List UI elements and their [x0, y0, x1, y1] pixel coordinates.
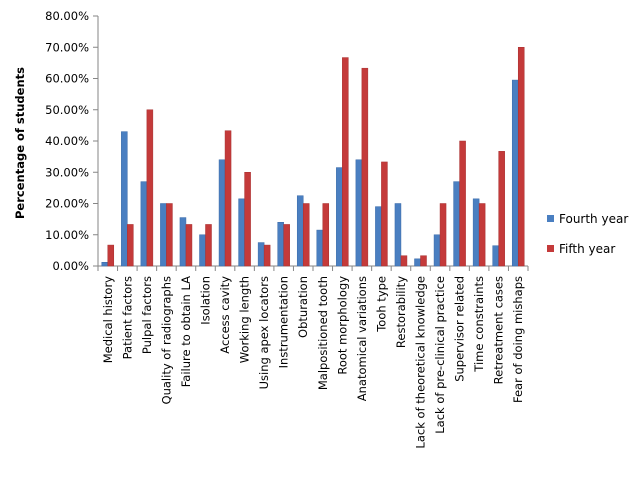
bar-fourth-year: [472, 198, 480, 267]
y-tick-label: 80.00%: [45, 9, 89, 23]
bar-fourth-year: [394, 203, 402, 267]
bar-fourth-year: [296, 195, 304, 267]
y-tick-label: 40.00%: [45, 134, 89, 148]
bar-fifth-year: [400, 255, 408, 267]
bar-fourth-year: [160, 203, 167, 267]
y-tick-label: 60.00%: [45, 72, 89, 86]
x-tick-label: Restorability: [394, 276, 408, 348]
x-tick-label: Failure to obtain LA: [179, 276, 193, 387]
x-tick-label: Fear of doing mishaps: [511, 276, 525, 403]
x-tick-label: Tooh type: [374, 276, 388, 333]
bar-fourth-year: [179, 217, 187, 267]
bar-fourth-year: [355, 159, 363, 267]
x-tick-label: Obturation: [296, 276, 310, 338]
plot-area: 0.00% 10.00% 20.00% 30.00% 40.00% 50.00% 60.00…: [45, 9, 529, 449]
bar-fifth-year: [302, 203, 310, 267]
legend-label: Fifth year: [559, 242, 615, 256]
y-tick-label: 0.00%: [52, 259, 89, 273]
legend-swatch: [547, 245, 554, 252]
bar-fifth-year: [420, 255, 427, 267]
bar-fifth-year: [342, 57, 349, 267]
x-tick-label: Lack of pre-clinical practice: [433, 276, 447, 434]
bar-fifth-year: [283, 224, 290, 267]
bar-fifth-year: [146, 109, 154, 267]
x-tick-label: Patient factors: [120, 276, 134, 359]
bar-fifth-year: [498, 151, 505, 267]
y-tick-label: 20.00%: [45, 197, 89, 211]
y-tick-label: 70.00%: [45, 40, 89, 54]
bar-fourth-year: [101, 262, 109, 267]
x-tick-label: Malpositioned tooth: [316, 276, 330, 390]
x-tick-label: Retreatment cases: [492, 276, 506, 384]
bar-fourth-year: [218, 159, 226, 267]
bar-fifth-year: [205, 224, 212, 267]
x-tick-label: Access cavity: [218, 276, 232, 354]
bar-fourth-year: [375, 206, 382, 267]
y-tick-label: 30.00%: [45, 165, 89, 179]
bar-fifth-year: [478, 203, 486, 267]
y-tick-label: 50.00%: [45, 103, 89, 117]
bar-fourth-year: [277, 222, 284, 267]
bar-fifth-year: [517, 47, 525, 267]
x-tick-label: Working length: [238, 276, 252, 363]
bar-fifth-year: [322, 203, 330, 267]
bar-fourth-year: [238, 198, 245, 267]
bar-fourth-year: [140, 181, 148, 267]
bar-fourth-year: [511, 79, 519, 267]
x-tick-label: Anatomical variations: [355, 276, 369, 401]
legend-swatch: [547, 215, 554, 222]
x-tick-label: Root morphology: [335, 276, 349, 375]
x-tick-label: Instrumentation: [277, 276, 291, 368]
bar-fourth-year: [492, 245, 499, 267]
bar-fifth-year: [185, 224, 193, 267]
bar-fifth-year: [439, 203, 447, 267]
bar-fifth-year: [381, 161, 388, 267]
x-tick-label: Quality of radiographs: [159, 276, 173, 404]
bar-fourth-year: [433, 234, 441, 267]
bar-fifth-year: [244, 172, 251, 267]
x-tick-label: Using apex locators: [257, 276, 271, 389]
bar-fifth-year: [166, 203, 173, 267]
bar-fourth-year: [257, 242, 265, 267]
bar-fifth-year: [224, 130, 232, 267]
bar-fourth-year: [199, 234, 206, 267]
x-tick-label: Supervisor related: [453, 276, 467, 382]
bar-fourth-year: [121, 131, 128, 267]
bar-fourth-year: [316, 229, 324, 267]
x-tick-label: Time constraints: [472, 276, 486, 373]
x-tick-label: Isolation: [199, 276, 213, 325]
bar-fourth-year: [336, 167, 343, 267]
x-tick-label: Pulpal factors: [140, 276, 154, 354]
bar-fifth-year: [127, 224, 134, 267]
bar-fifth-year: [361, 67, 369, 267]
y-axis-title: Percentage of students: [13, 67, 27, 219]
x-tick-label: Medical history: [101, 276, 115, 363]
bar-fourth-year: [414, 258, 421, 267]
y-tick-label: 10.00%: [45, 228, 89, 242]
bar-fifth-year: [107, 244, 115, 267]
x-tick-label: Lack of theoretical knowledge: [414, 276, 428, 449]
bar-fourth-year: [453, 181, 460, 267]
legend-label: Fourth year: [559, 212, 628, 226]
bar-fifth-year: [263, 244, 271, 267]
bar-fifth-year: [459, 140, 466, 267]
legend: Fourth year Fifth year: [547, 212, 628, 256]
